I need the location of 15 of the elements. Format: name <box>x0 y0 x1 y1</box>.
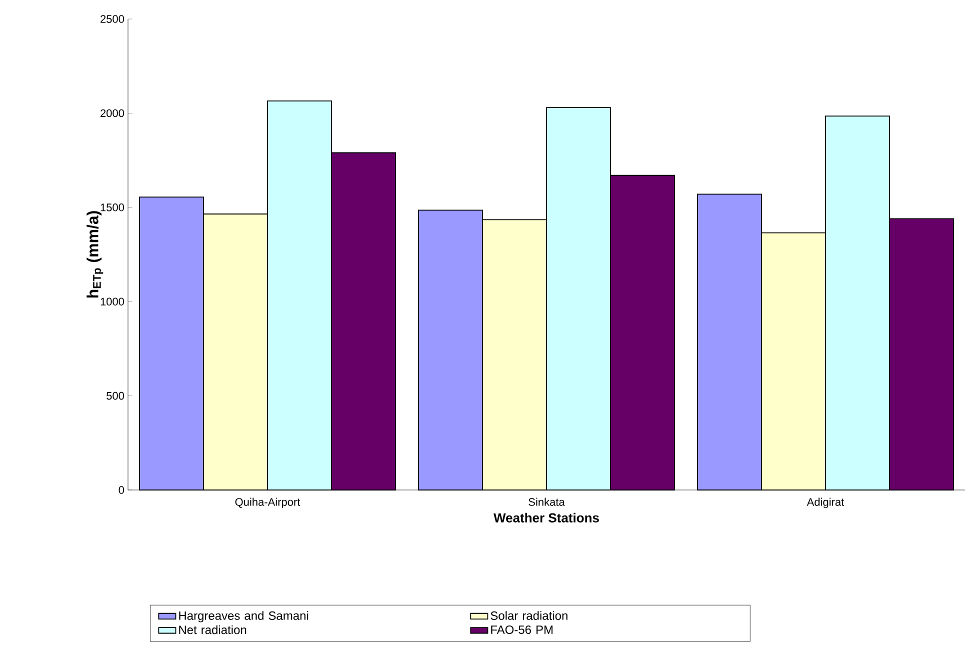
x-tick-label: Adigirat <box>806 498 844 508</box>
y-tick-label: 500 <box>106 392 124 400</box>
y-tick-label: 1500 <box>100 204 124 212</box>
x-tick-label: Quiha-Airport <box>235 498 300 508</box>
legend-label: Solar radiation <box>490 611 568 620</box>
legend-label: Net radiation <box>179 625 246 634</box>
y-tick-label: 2000 <box>100 109 124 118</box>
y-tick-label: 1000 <box>100 298 124 306</box>
legend-label: FAO-56 PM <box>491 625 553 634</box>
legend-label: Hargreaves and Samani <box>179 611 308 622</box>
y-tick-label: 0 <box>118 486 124 494</box>
x-tick-label: Sinkata <box>528 498 565 506</box>
x-axis-title: Weather Stations <box>494 512 599 522</box>
y-tick-label: 2500 <box>100 15 124 23</box>
y-axis-title: h$_{ETp}$ (mm/a) <box>86 211 104 298</box>
